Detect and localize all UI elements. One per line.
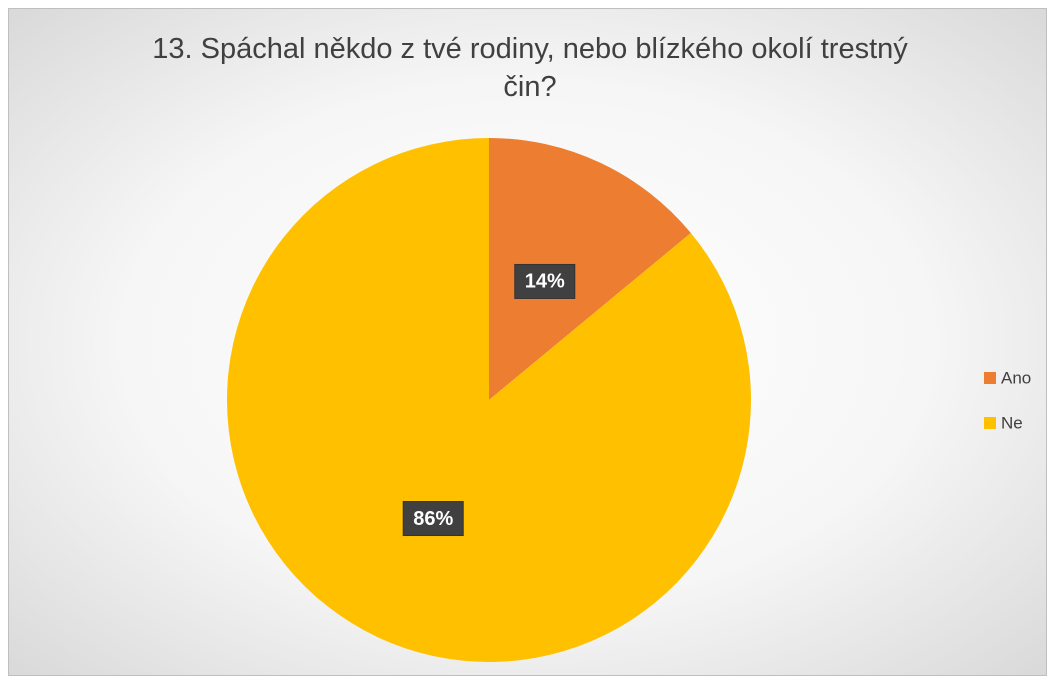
legend-swatch bbox=[984, 417, 996, 429]
data-label-box bbox=[514, 263, 576, 299]
data-label-box bbox=[402, 501, 464, 537]
legend-label: Ne bbox=[1001, 413, 1023, 432]
pie-slice bbox=[227, 138, 751, 662]
data-label: 86% bbox=[413, 508, 453, 530]
data-label: 14% bbox=[525, 271, 565, 293]
legend-swatch bbox=[984, 372, 996, 384]
chart-title: 13. Spáchal někdo z tvé rodiny, nebo blí… bbox=[152, 33, 908, 103]
pie-slice bbox=[489, 138, 691, 400]
legend-label: Ano bbox=[1001, 368, 1031, 387]
